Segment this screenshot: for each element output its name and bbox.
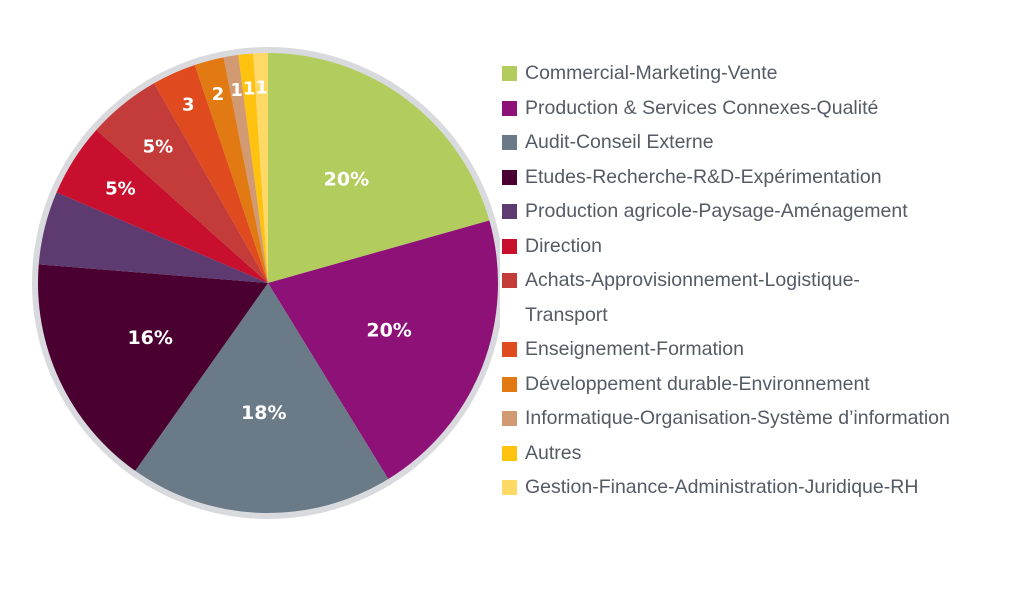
legend-swatch xyxy=(502,273,517,288)
legend-label: Production & Services Connexes-Qualité xyxy=(525,96,879,119)
legend-item: Etudes-Recherche-R&D-Expérimentation xyxy=(502,160,1012,195)
legend-item: Direction xyxy=(502,229,1012,264)
legend-swatch xyxy=(502,100,517,116)
legend-item: Enseignement-Formation xyxy=(502,332,1012,367)
legend-item: Développement durable-Environnement xyxy=(502,367,1012,402)
pie-slice-2 xyxy=(268,220,498,480)
legend-item: Gestion-Finance-Administration-Juridique… xyxy=(502,470,1012,505)
pie-slice-1 xyxy=(268,53,490,283)
pie-slice-4 xyxy=(37,264,268,471)
legend-label: Production agricole-Paysage-Aménagement xyxy=(525,200,908,222)
legend-item: Achats-Approvisionnement-Logistique-Tran… xyxy=(502,263,925,332)
slice-data-label: 2 xyxy=(212,84,225,105)
slice-data-label: 1 xyxy=(255,78,268,99)
legend-item: Audit-Conseil Externe xyxy=(502,125,1012,160)
legend-label: Enseignement-Formation xyxy=(525,338,744,360)
pie-slice-8 xyxy=(154,64,268,283)
legend: Commercial-Marketing-Vente Production & S… xyxy=(502,56,1012,505)
legend-swatch xyxy=(502,169,517,185)
slice-data-label: 5% xyxy=(143,136,174,157)
slice-data-label: 1 xyxy=(230,80,243,101)
legend-label: Direction xyxy=(525,234,602,257)
legend-label: Informatique-Organisation-Système d’info… xyxy=(525,407,950,429)
pie-slice-labels: 20%20%18%16%5%5%3 2 1 1 1 xyxy=(105,78,412,424)
pie-slice-3 xyxy=(135,283,389,513)
legend-label: Gestion-Finance-Administration-Juridique… xyxy=(525,476,919,498)
slice-data-label: 5% xyxy=(105,179,136,200)
pie-slice-6 xyxy=(56,129,269,283)
pie-slices xyxy=(37,53,498,513)
slice-data-label: 20% xyxy=(366,319,411,341)
legend-swatch xyxy=(502,480,517,495)
slice-data-label: 16% xyxy=(127,327,172,349)
legend-item: Production agricole-Paysage-Aménagement xyxy=(502,194,1012,229)
legend-swatch xyxy=(502,204,517,219)
pie-slice-12 xyxy=(253,53,268,283)
legend-item: Autres xyxy=(502,436,1012,471)
legend-swatch xyxy=(502,342,517,357)
pie-slice-7 xyxy=(96,83,268,283)
pie-slice-11 xyxy=(238,53,268,284)
slice-data-label: 3 xyxy=(182,95,195,116)
legend-label: Commercial-Marketing-Vente xyxy=(525,62,778,84)
legend-label: Autres xyxy=(525,441,582,464)
slice-data-label: 18% xyxy=(241,402,286,424)
slice-data-label: 1 xyxy=(243,78,256,99)
pie-slice-9 xyxy=(194,57,268,284)
legend-label: Développement durable-Environnement xyxy=(525,372,870,395)
legend-swatch xyxy=(502,445,517,461)
legend-label: Achats-Approvisionnement-Logistique-Tran… xyxy=(525,269,860,326)
legend-swatch xyxy=(502,238,517,254)
legend-swatch xyxy=(502,411,517,426)
legend-swatch xyxy=(502,376,517,392)
legend-swatch xyxy=(502,135,517,150)
pie-slice-10 xyxy=(223,54,268,284)
pie-slice-5 xyxy=(38,192,268,283)
legend-item: Commercial-Marketing-Vente xyxy=(502,56,1012,91)
legend-item: Production & Services Connexes-Qualité xyxy=(502,91,1012,126)
legend-label: Etudes-Recherche-R&D-Expérimentation xyxy=(525,165,882,188)
legend-swatch xyxy=(502,66,517,81)
legend-label: Audit-Conseil Externe xyxy=(525,131,714,153)
pie-chart: 20%20%18%16%5%5%3 2 1 1 1 xyxy=(32,47,500,519)
slice-data-label: 20% xyxy=(324,168,369,190)
legend-item: Informatique-Organisation-Système d’info… xyxy=(502,401,1012,436)
